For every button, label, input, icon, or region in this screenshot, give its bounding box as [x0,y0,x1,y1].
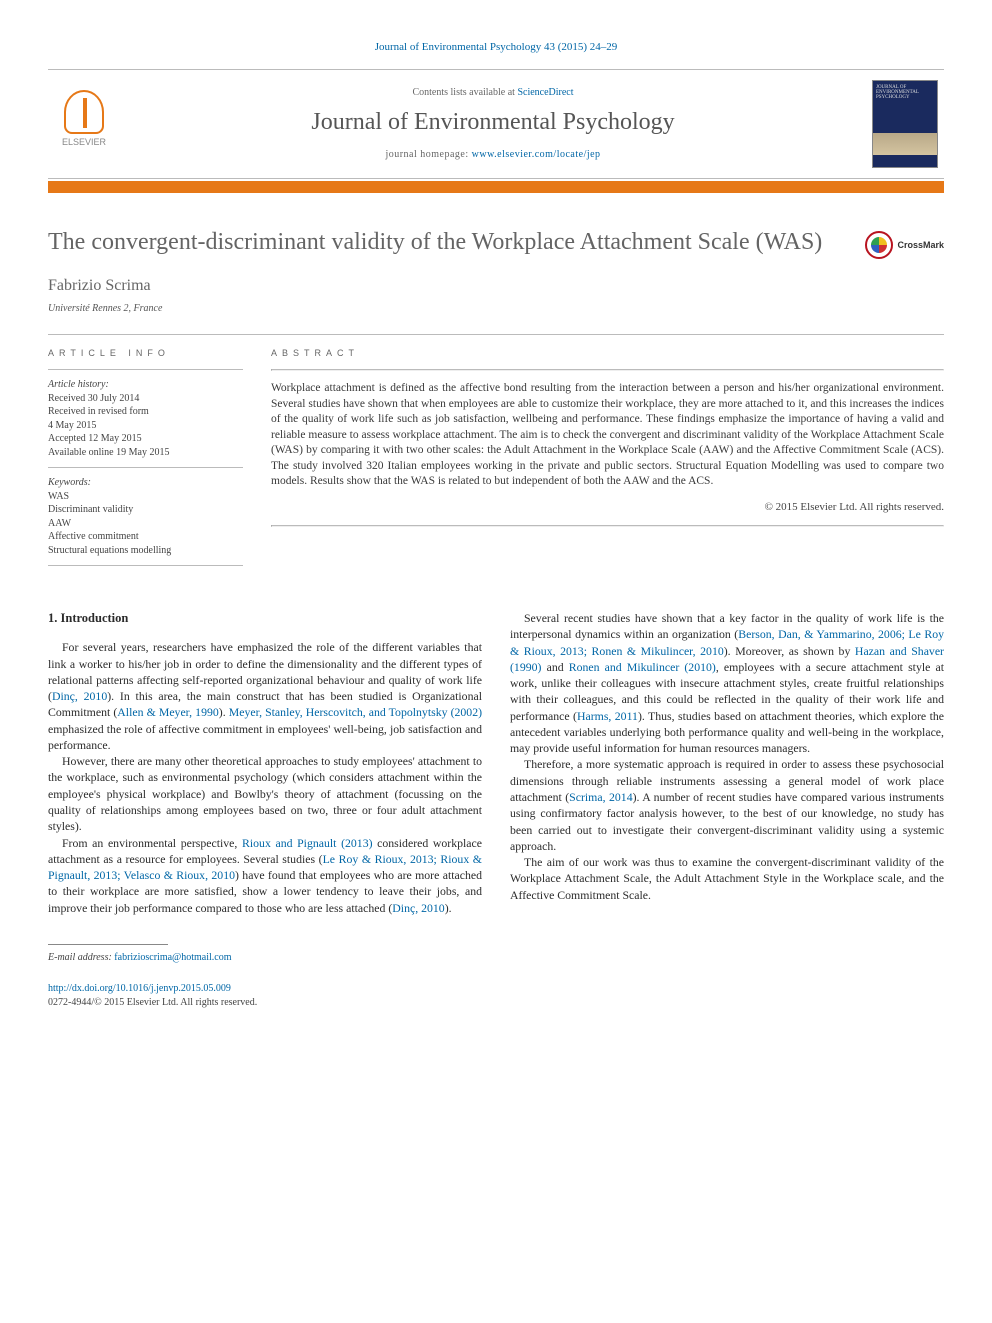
history-line: Available online 19 May 2015 [48,446,243,460]
keyword: AAW [48,517,243,531]
article-info-heading: ARTICLE INFO [48,347,243,359]
corresponding-email: E-mail address: fabrizioscrima@hotmail.c… [48,951,944,965]
journal-homepage-line: journal homepage: www.elsevier.com/locat… [114,148,872,162]
citation-link[interactable]: Harms, 2011 [577,709,638,723]
email-link[interactable]: fabrizioscrima@hotmail.com [114,952,231,963]
paragraph: The aim of our work was thus to examine … [510,854,944,903]
journal-header: ELSEVIER Contents lists available at Sci… [48,69,944,179]
crossmark-badge[interactable]: CrossMark [865,231,944,259]
citation-link[interactable]: Rioux and Pignault (2013) [242,836,373,850]
journal-cover-icon: JOURNAL OF ENVIRONMENTAL PSYCHOLOGY [872,80,938,168]
body-text: 1. Introduction For several years, resea… [48,610,944,916]
keyword: Affective commitment [48,530,243,544]
history-line: Received 30 July 2014 [48,392,243,406]
citation-link[interactable]: Dinç, 2010 [392,901,444,915]
article-info-column: ARTICLE INFO Article history: Received 3… [48,335,243,574]
citation-link[interactable]: Allen & Meyer, 1990 [117,705,219,719]
accent-bar [48,181,944,193]
paragraph: For several years, researchers have emph… [48,639,482,753]
keyword: Discriminant validity [48,503,243,517]
history-label: Article history: [48,378,243,392]
elsevier-logo-icon: ELSEVIER [54,90,114,158]
section-heading: 1. Introduction [48,610,482,627]
abstract-column: ABSTRACT Workplace attachment is defined… [271,335,944,574]
citation-link[interactable]: Meyer, Stanley, Herscovitch, and Topolny… [229,705,482,719]
contents-available-line: Contents lists available at ScienceDirec… [114,86,872,100]
issn-copyright: 0272-4944/© 2015 Elsevier Ltd. All right… [48,997,257,1008]
doi-link[interactable]: http://dx.doi.org/10.1016/j.jenvp.2015.0… [48,983,231,994]
publisher-label: ELSEVIER [62,136,106,148]
journal-name: Journal of Environmental Psychology [114,106,872,138]
keywords-label: Keywords: [48,476,243,490]
history-line: Accepted 12 May 2015 [48,432,243,446]
citation-link[interactable]: Scrima, 2014 [569,790,632,804]
history-line: Received in revised form [48,405,243,419]
citation-link[interactable]: Ronen and Mikulincer (2010) [569,660,716,674]
abstract-heading: ABSTRACT [271,347,944,359]
keyword: Structural equations modelling [48,544,243,558]
homepage-link[interactable]: www.elsevier.com/locate/jep [472,149,601,160]
article-title: The convergent-discriminant validity of … [48,227,849,257]
paragraph: However, there are many other theoretica… [48,753,482,834]
paragraph: Several recent studies have shown that a… [510,610,944,756]
abstract-text: Workplace attachment is defined as the a… [271,381,944,490]
author-name: Fabrizio Scrima [48,275,944,297]
journal-citation: Journal of Environmental Psychology 43 (… [48,40,944,55]
citation-link[interactable]: Dinç, 2010 [52,689,107,703]
keyword: WAS [48,490,243,504]
crossmark-icon [865,231,893,259]
sciencedirect-link[interactable]: ScienceDirect [517,87,573,98]
footnote-rule [48,944,168,945]
crossmark-label: CrossMark [897,239,944,251]
paragraph: Therefore, a more systematic approach is… [510,756,944,854]
abstract-copyright: © 2015 Elsevier Ltd. All rights reserved… [271,500,944,515]
paragraph: From an environmental perspective, Rioux… [48,835,482,916]
history-line: 4 May 2015 [48,419,243,433]
author-affiliation: Université Rennes 2, France [48,302,944,316]
